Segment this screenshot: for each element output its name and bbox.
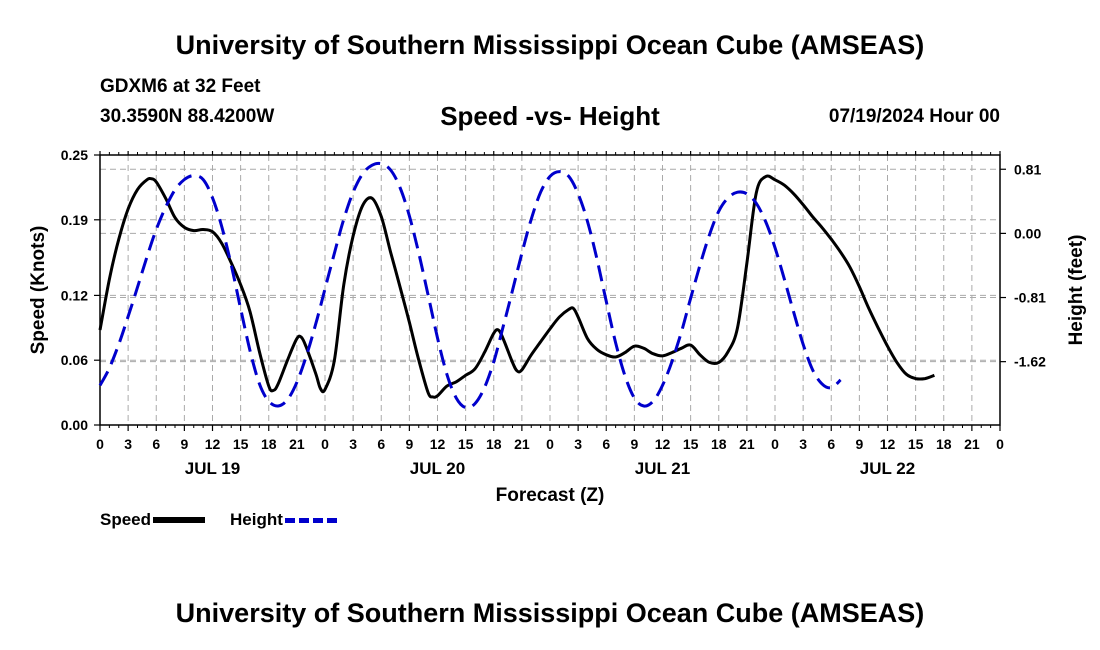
x-tick-label: 18 [936,436,952,452]
x-tick-label: 21 [964,436,980,452]
x-tick-label: 21 [289,436,305,452]
x-tick-label: 3 [799,436,807,452]
x-tick-label: 12 [655,436,671,452]
y-right-tick-label: -1.62 [1014,354,1046,370]
y-left-axis-title: Speed (Knots) [28,226,49,355]
x-tick-label: 0 [546,436,554,452]
x-tick-label: 3 [574,436,582,452]
date-label: JUL 21 [635,459,690,478]
forecast-datetime: 07/19/2024 Hour 00 [828,106,1000,127]
x-tick-label: 0 [996,436,1004,452]
date-label: JUL 20 [410,459,465,478]
legend-speed-swatch [153,517,206,523]
x-tick-label: 15 [458,436,474,452]
legend-height: Height [230,510,337,530]
chart-subtitle: Speed -vs- Height [440,101,660,131]
legend-speed: Speed [100,510,206,530]
main-title: University of Southern Mississippi Ocean… [175,30,925,60]
station-coordinates: 30.3590N 88.4200W [100,106,275,127]
x-tick-label: 6 [827,436,835,452]
x-tick-label: 3 [349,436,357,452]
x-tick-label: 12 [430,436,446,452]
legend-height-swatch [284,517,337,523]
y-right-axis-title: Height (feet) [1066,235,1087,346]
date-label: JUL 22 [860,459,915,478]
legend-speed-label: Speed [100,510,152,529]
y-right-tick-label: -0.81 [1014,290,1046,306]
x-tick-label: 0 [771,436,779,452]
x-tick-label: 21 [514,436,530,452]
station-label: GDXM6 at 32 Feet [100,76,261,97]
x-tick-label: 6 [602,436,610,452]
x-tick-label: 6 [377,436,385,452]
x-tick-label: 15 [233,436,249,452]
x-tick-label: 9 [855,436,863,452]
x-tick-label: 12 [205,436,221,452]
x-tick-label: 18 [486,436,502,452]
y-right-tick-label: 0.00 [1014,225,1041,241]
y-left-tick-label: 0.06 [61,352,88,368]
x-tick-label: 0 [96,436,104,452]
y-left-tick-label: 0.12 [61,287,88,303]
x-tick-label: 12 [880,436,896,452]
y-right-tick-label: 0.81 [1014,161,1041,177]
footer-title: University of Southern Mississippi Ocean… [175,598,925,628]
y-left-tick-label: 0.00 [61,417,88,433]
x-tick-label: 3 [124,436,132,452]
date-label: JUL 19 [185,459,240,478]
x-tick-label: 18 [711,436,727,452]
x-tick-label: 6 [152,436,160,452]
x-tick-label: 15 [683,436,699,452]
height-series-line [98,161,842,410]
y-left-tick-label: 0.19 [61,212,88,228]
x-tick-label: 21 [739,436,755,452]
y-left-tick-label: 0.25 [61,147,88,163]
x-tick-label: 0 [321,436,329,452]
x-tick-label: 9 [630,436,638,452]
x-tick-label: 9 [405,436,413,452]
legend-height-label: Height [230,510,283,529]
x-tick-label: 18 [261,436,277,452]
x-axis-title: Forecast (Z) [496,485,605,506]
x-tick-label: 9 [180,436,188,452]
x-tick-label: 15 [908,436,924,452]
